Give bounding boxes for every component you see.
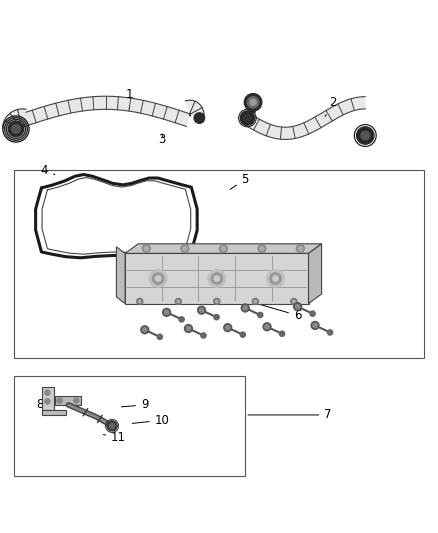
Circle shape (244, 94, 262, 111)
Circle shape (258, 245, 266, 253)
Circle shape (240, 332, 245, 337)
Circle shape (254, 300, 257, 303)
Circle shape (141, 326, 149, 334)
Circle shape (252, 298, 258, 304)
Polygon shape (242, 96, 365, 140)
Circle shape (142, 245, 150, 253)
Circle shape (221, 246, 226, 251)
Circle shape (247, 96, 259, 108)
Text: 1: 1 (126, 87, 133, 109)
Circle shape (361, 131, 370, 140)
Circle shape (313, 323, 317, 328)
Circle shape (162, 309, 170, 316)
Polygon shape (185, 100, 204, 116)
Circle shape (211, 273, 223, 284)
Circle shape (199, 308, 204, 312)
Circle shape (241, 304, 249, 312)
Circle shape (250, 99, 256, 106)
Circle shape (263, 323, 271, 330)
Circle shape (240, 111, 254, 125)
Circle shape (175, 298, 181, 304)
Circle shape (157, 334, 162, 340)
Text: 5: 5 (230, 173, 249, 189)
Circle shape (45, 390, 50, 395)
Circle shape (45, 399, 50, 404)
Circle shape (177, 300, 180, 303)
Polygon shape (125, 244, 321, 253)
Text: 7: 7 (248, 408, 332, 422)
Circle shape (267, 270, 284, 287)
Circle shape (201, 333, 206, 338)
Text: 9: 9 (121, 398, 148, 411)
Circle shape (181, 245, 189, 253)
Polygon shape (21, 96, 191, 126)
Circle shape (8, 121, 24, 137)
Circle shape (137, 298, 143, 304)
Circle shape (265, 325, 269, 329)
Polygon shape (3, 109, 26, 129)
Circle shape (270, 273, 281, 284)
Circle shape (215, 300, 218, 303)
Circle shape (291, 298, 297, 304)
Bar (42, 410, 66, 415)
Circle shape (219, 245, 227, 253)
Polygon shape (308, 244, 321, 304)
Circle shape (260, 246, 264, 251)
Bar (14, 171, 424, 358)
Circle shape (198, 306, 205, 314)
Circle shape (295, 304, 300, 309)
Circle shape (214, 314, 219, 320)
Text: 3: 3 (159, 133, 166, 147)
Circle shape (328, 330, 333, 335)
Circle shape (184, 325, 192, 333)
Circle shape (310, 311, 315, 316)
Circle shape (164, 310, 169, 314)
Text: 11: 11 (103, 431, 126, 444)
Text: 2: 2 (325, 96, 336, 117)
Circle shape (183, 246, 187, 251)
Circle shape (57, 398, 62, 403)
Circle shape (214, 298, 220, 304)
Circle shape (149, 270, 167, 287)
Circle shape (243, 306, 247, 310)
Text: 10: 10 (132, 414, 170, 427)
Circle shape (357, 128, 373, 143)
Circle shape (293, 303, 301, 311)
Circle shape (74, 398, 79, 403)
Circle shape (214, 276, 219, 281)
Text: 6: 6 (252, 302, 301, 322)
Circle shape (138, 300, 141, 303)
Circle shape (297, 245, 304, 253)
Bar (55, 396, 81, 405)
Circle shape (143, 328, 147, 332)
Circle shape (179, 317, 184, 322)
Circle shape (298, 246, 303, 251)
Circle shape (144, 246, 148, 251)
Bar (42, 386, 54, 413)
Circle shape (226, 326, 230, 330)
Circle shape (194, 113, 205, 123)
Circle shape (208, 270, 226, 287)
Circle shape (293, 300, 295, 303)
Circle shape (186, 326, 191, 330)
Circle shape (224, 324, 232, 332)
Bar (14, 376, 245, 476)
Circle shape (279, 331, 285, 336)
Circle shape (273, 276, 278, 281)
Text: 8: 8 (36, 398, 50, 410)
Text: 4: 4 (41, 164, 55, 177)
Circle shape (108, 422, 117, 430)
Polygon shape (117, 247, 125, 304)
Circle shape (258, 312, 263, 318)
Circle shape (155, 276, 161, 281)
Polygon shape (125, 253, 308, 304)
Circle shape (311, 321, 319, 329)
Circle shape (152, 273, 164, 284)
Circle shape (110, 423, 115, 429)
Circle shape (12, 125, 20, 133)
